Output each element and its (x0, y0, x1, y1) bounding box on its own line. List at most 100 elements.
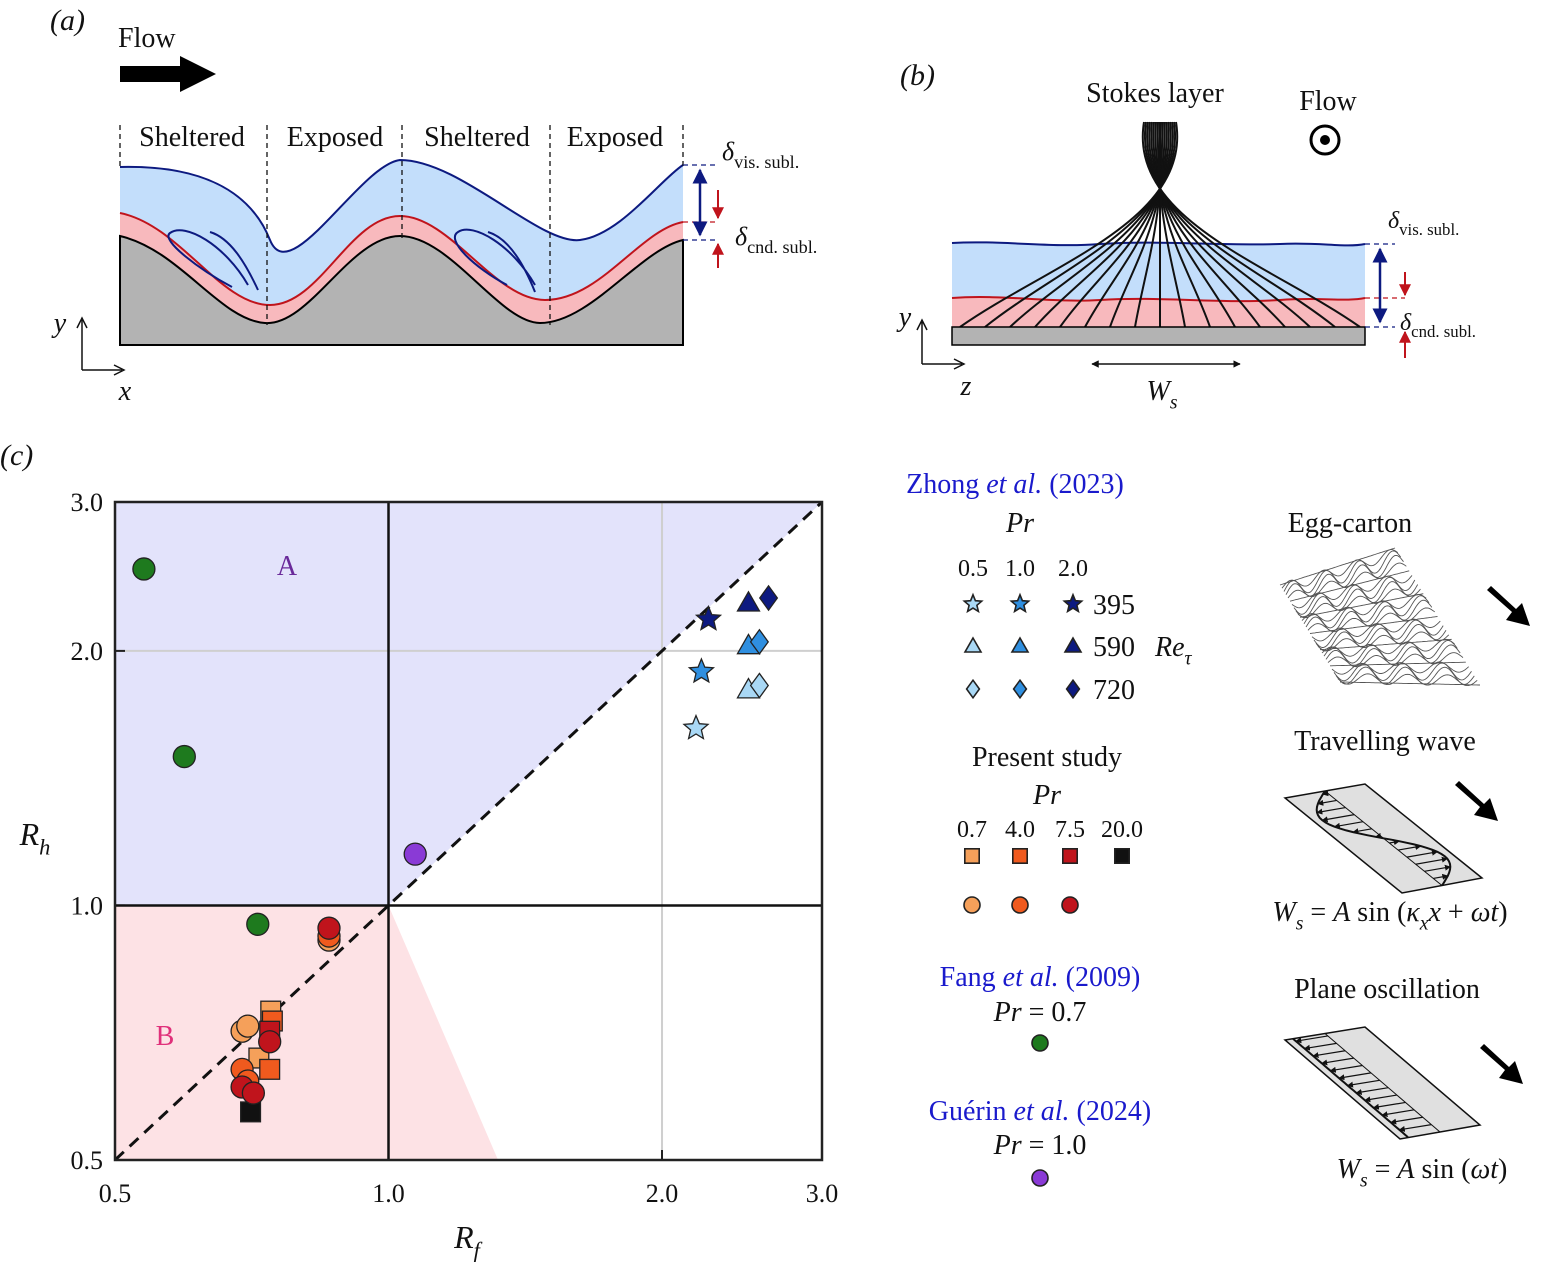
legend-citation-part: et al. (1014, 1096, 1070, 1127)
stokes-label: Stokes layer (1086, 78, 1224, 109)
x-tick-label: 2.0 (646, 1179, 679, 1208)
velocity-arrow (1390, 1116, 1423, 1125)
panel-b (916, 121, 1411, 370)
stokes-curve (1141, 121, 1361, 328)
legend-note: Pr = 1.0 (993, 1130, 1087, 1161)
direction-arrow (1480, 1044, 1523, 1084)
width-label-part: W (1147, 376, 1173, 407)
panel-label: (b) (900, 59, 935, 92)
legend-row: 395 (1093, 590, 1135, 621)
stokes-curve (1109, 121, 1166, 328)
velocity-arrow (1433, 873, 1449, 880)
legend-column: 0.7 (957, 817, 987, 843)
legend-note-part: = 0.7 (1022, 997, 1087, 1028)
y-tick-label: 3.0 (71, 488, 104, 517)
point (236, 1014, 260, 1038)
formula: Ws = A sin (κxx + ωt) (1272, 897, 1507, 934)
delta-cnd-part: cnd. subl. (747, 237, 817, 257)
stokes-curve (1148, 121, 1286, 328)
mesh-line (1301, 593, 1427, 622)
velocity-arrow (1303, 1042, 1337, 1051)
region-label-part: Sheltered (139, 122, 245, 153)
velocity-arrow (1321, 1057, 1354, 1066)
legend-citation-part: (2024) (1070, 1096, 1152, 1127)
legend-marker (1061, 896, 1079, 914)
legend-title: Present study (972, 742, 1122, 773)
width-label-part: s (1170, 392, 1178, 413)
legend-citation-part: (2023) (1042, 469, 1124, 500)
panel-a (76, 56, 724, 376)
delta-vis: δvis. subl. (1388, 208, 1459, 239)
y-axis-title-part: h (39, 835, 50, 860)
wave-profile (1315, 790, 1452, 887)
region-label-part: A (277, 551, 298, 582)
point (241, 1081, 266, 1105)
legend-column: 0.5 (958, 556, 988, 582)
x-tick-label: 1.0 (372, 1179, 405, 1208)
mesh-line (1295, 581, 1419, 619)
delta-vis-part: δ (722, 137, 735, 166)
formula-part: κ (1406, 897, 1420, 928)
flow-label-part: Flow (1299, 86, 1357, 117)
conductive-edge (119, 212, 684, 307)
legend-row: 590 (1093, 632, 1135, 663)
egg-carton-surface (1279, 547, 1480, 687)
velocity-arrow (1316, 806, 1346, 815)
legend-header-part: Pr (1032, 780, 1061, 811)
region-label-part: Sheltered (424, 122, 530, 153)
point (172, 744, 196, 769)
delta-cnd-part: δ (735, 222, 748, 251)
panel-label-part: (c) (0, 439, 33, 472)
region-dividers (119, 125, 718, 325)
axis-label: y (896, 302, 912, 333)
region-label-part: B (156, 1021, 175, 1052)
flow-arrow (120, 56, 216, 92)
x-tick-label: 3.0 (806, 1179, 839, 1208)
axes-glyph (81, 320, 122, 371)
delta-cnd: δcnd. subl. (735, 222, 817, 257)
legend-column: 4.0 (1005, 817, 1035, 843)
delta-cnd-part: δ (1400, 310, 1412, 336)
velocity-arrow (1398, 844, 1422, 851)
formula-part: t (1490, 1154, 1499, 1185)
mesh-line (1327, 652, 1464, 668)
formula-part: W (1337, 1154, 1363, 1185)
legend-column-part: 4.0 (1005, 817, 1035, 843)
stokes-curve (959, 121, 1179, 328)
flow-label: Flow (1299, 86, 1357, 117)
legend-column: 2.0 (1058, 556, 1088, 582)
point (132, 557, 156, 581)
legend-marker (1011, 896, 1029, 914)
legend-row-header-part: Re (1154, 632, 1185, 663)
legend-column: 1.0 (1005, 556, 1035, 582)
legend-marker (1011, 847, 1028, 864)
panel-label-part: (b) (900, 59, 935, 92)
velocity-arrow (1347, 1079, 1380, 1088)
chart: 0.5 1.0 2.0 3.0 0.5 1.0 2.0 3.0 (71, 488, 839, 1208)
region (115, 502, 822, 906)
viscous-edge (951, 241, 1366, 247)
mesh-line (1309, 616, 1438, 634)
point (258, 1030, 282, 1054)
stokes-curve (1154, 121, 1211, 328)
legend-marker (1031, 1169, 1049, 1187)
point (403, 842, 427, 866)
legend-column-part: 1.0 (1005, 556, 1035, 582)
legend-title-part: Present study (972, 742, 1122, 773)
schematics (1279, 547, 1530, 1140)
stokes-label-part: Stokes layer (1086, 78, 1224, 109)
point (259, 1058, 281, 1080)
formula-part: ) (1498, 1154, 1507, 1185)
mesh-line (1297, 588, 1421, 619)
point (694, 604, 723, 631)
region-label: Exposed (287, 122, 383, 153)
legend-marker (963, 636, 983, 653)
legend-row-header-part: τ (1185, 648, 1193, 669)
stokes-curve (1059, 121, 1170, 328)
formula-part: s (1296, 913, 1304, 934)
stokes-curve (1009, 121, 1174, 328)
velocity-arrow (1355, 1087, 1389, 1095)
viscous-edge (119, 158, 684, 253)
flow-symbol (1309, 124, 1341, 156)
region-label: Sheltered (424, 122, 530, 153)
